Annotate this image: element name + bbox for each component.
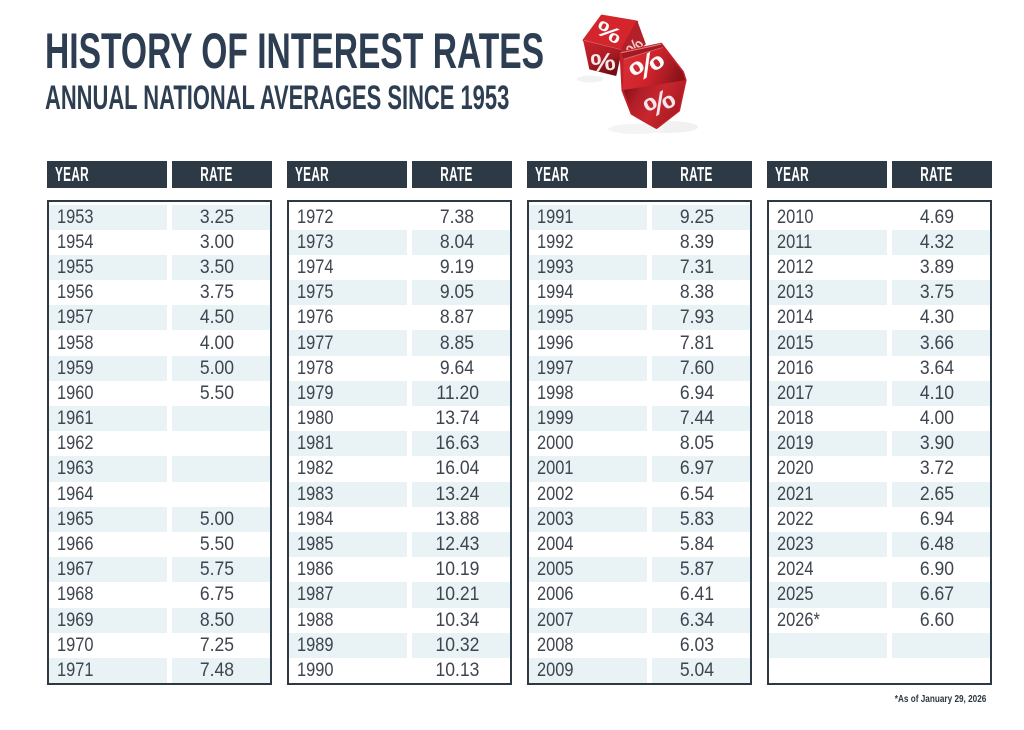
- svg-text:%: %: [589, 47, 616, 77]
